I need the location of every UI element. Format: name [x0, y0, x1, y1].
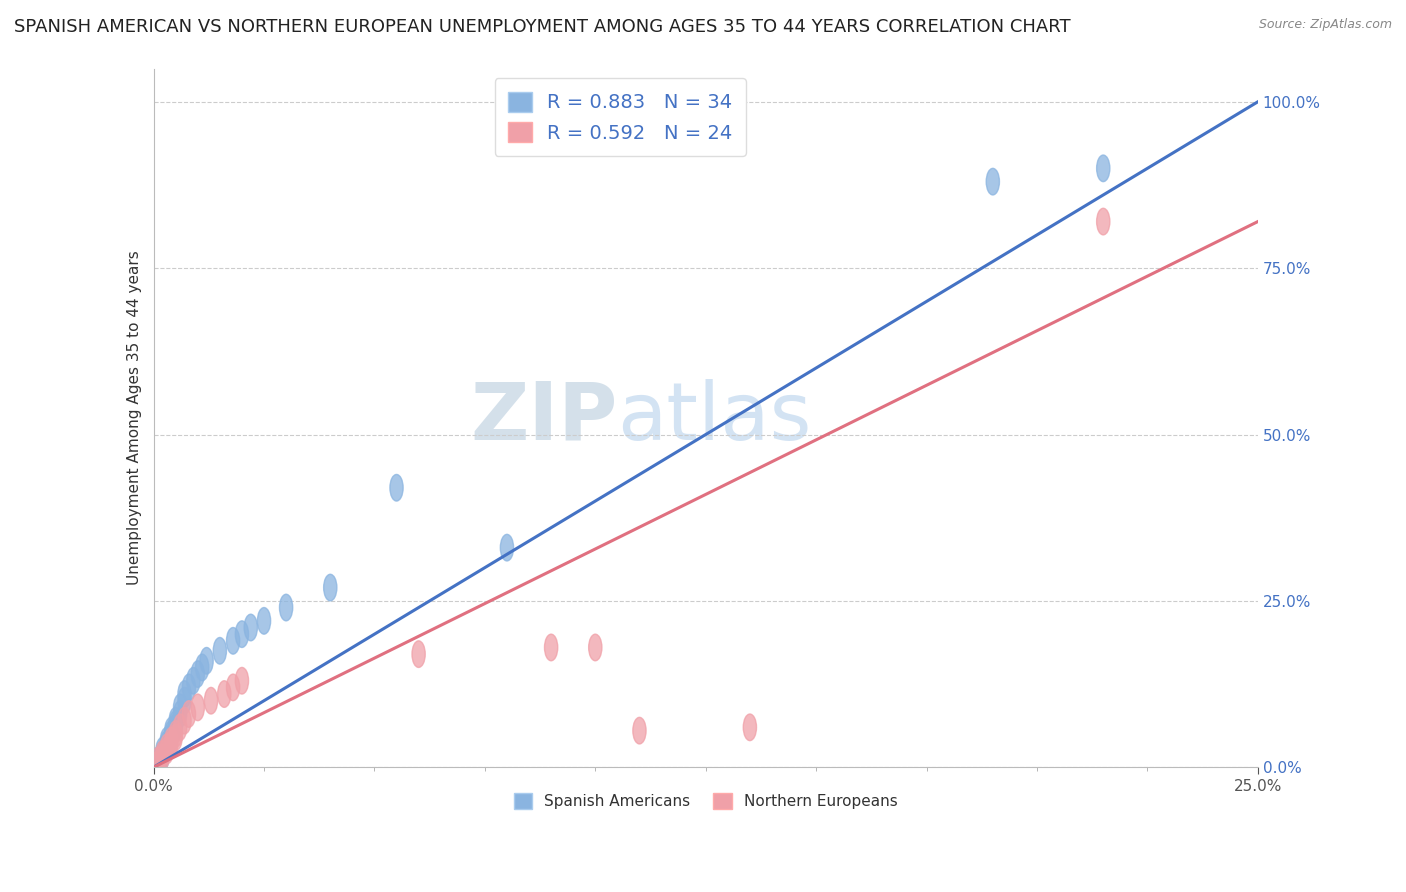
Ellipse shape: [156, 744, 169, 771]
Ellipse shape: [179, 707, 191, 734]
Ellipse shape: [412, 640, 425, 667]
Ellipse shape: [173, 694, 187, 721]
Ellipse shape: [235, 621, 249, 648]
Ellipse shape: [173, 714, 187, 740]
Ellipse shape: [744, 714, 756, 740]
Ellipse shape: [160, 738, 173, 764]
Ellipse shape: [160, 731, 173, 757]
Ellipse shape: [160, 727, 173, 754]
Ellipse shape: [218, 681, 231, 707]
Ellipse shape: [179, 681, 191, 707]
Ellipse shape: [195, 654, 209, 681]
Ellipse shape: [1097, 155, 1109, 182]
Ellipse shape: [183, 674, 195, 701]
Ellipse shape: [169, 721, 183, 747]
Ellipse shape: [156, 738, 169, 764]
Ellipse shape: [200, 648, 214, 674]
Ellipse shape: [204, 688, 218, 714]
Ellipse shape: [1097, 208, 1109, 235]
Ellipse shape: [187, 667, 200, 694]
Ellipse shape: [191, 694, 204, 721]
Text: Source: ZipAtlas.com: Source: ZipAtlas.com: [1258, 18, 1392, 31]
Text: SPANISH AMERICAN VS NORTHERN EUROPEAN UNEMPLOYMENT AMONG AGES 35 TO 44 YEARS COR: SPANISH AMERICAN VS NORTHERN EUROPEAN UN…: [14, 18, 1071, 36]
Ellipse shape: [169, 711, 183, 738]
Ellipse shape: [156, 744, 169, 771]
Ellipse shape: [589, 634, 602, 661]
Ellipse shape: [191, 661, 204, 688]
Ellipse shape: [179, 688, 191, 714]
Ellipse shape: [226, 674, 239, 701]
Ellipse shape: [160, 734, 173, 761]
Ellipse shape: [235, 667, 249, 694]
Ellipse shape: [156, 740, 169, 767]
Ellipse shape: [257, 607, 270, 634]
Ellipse shape: [633, 717, 647, 744]
Ellipse shape: [152, 747, 165, 774]
Ellipse shape: [160, 734, 173, 761]
Ellipse shape: [280, 594, 292, 621]
Text: atlas: atlas: [617, 379, 811, 457]
Ellipse shape: [226, 627, 239, 654]
Ellipse shape: [165, 727, 179, 754]
Ellipse shape: [169, 724, 183, 750]
Ellipse shape: [183, 701, 195, 727]
Y-axis label: Unemployment Among Ages 35 to 44 years: Unemployment Among Ages 35 to 44 years: [128, 251, 142, 585]
Ellipse shape: [323, 574, 337, 601]
Ellipse shape: [501, 534, 513, 561]
Ellipse shape: [152, 750, 165, 777]
Ellipse shape: [165, 731, 179, 757]
Ellipse shape: [214, 638, 226, 665]
Ellipse shape: [165, 721, 179, 747]
Ellipse shape: [169, 714, 183, 740]
Ellipse shape: [986, 169, 1000, 195]
Ellipse shape: [245, 615, 257, 640]
Ellipse shape: [169, 707, 183, 734]
Ellipse shape: [389, 475, 404, 501]
Ellipse shape: [165, 717, 179, 744]
Ellipse shape: [156, 740, 169, 767]
Ellipse shape: [173, 701, 187, 727]
Legend: Spanish Americans, Northern Europeans: Spanish Americans, Northern Europeans: [508, 788, 904, 815]
Ellipse shape: [544, 634, 558, 661]
Ellipse shape: [152, 747, 165, 774]
Text: ZIP: ZIP: [470, 379, 617, 457]
Ellipse shape: [152, 750, 165, 777]
Ellipse shape: [165, 724, 179, 750]
